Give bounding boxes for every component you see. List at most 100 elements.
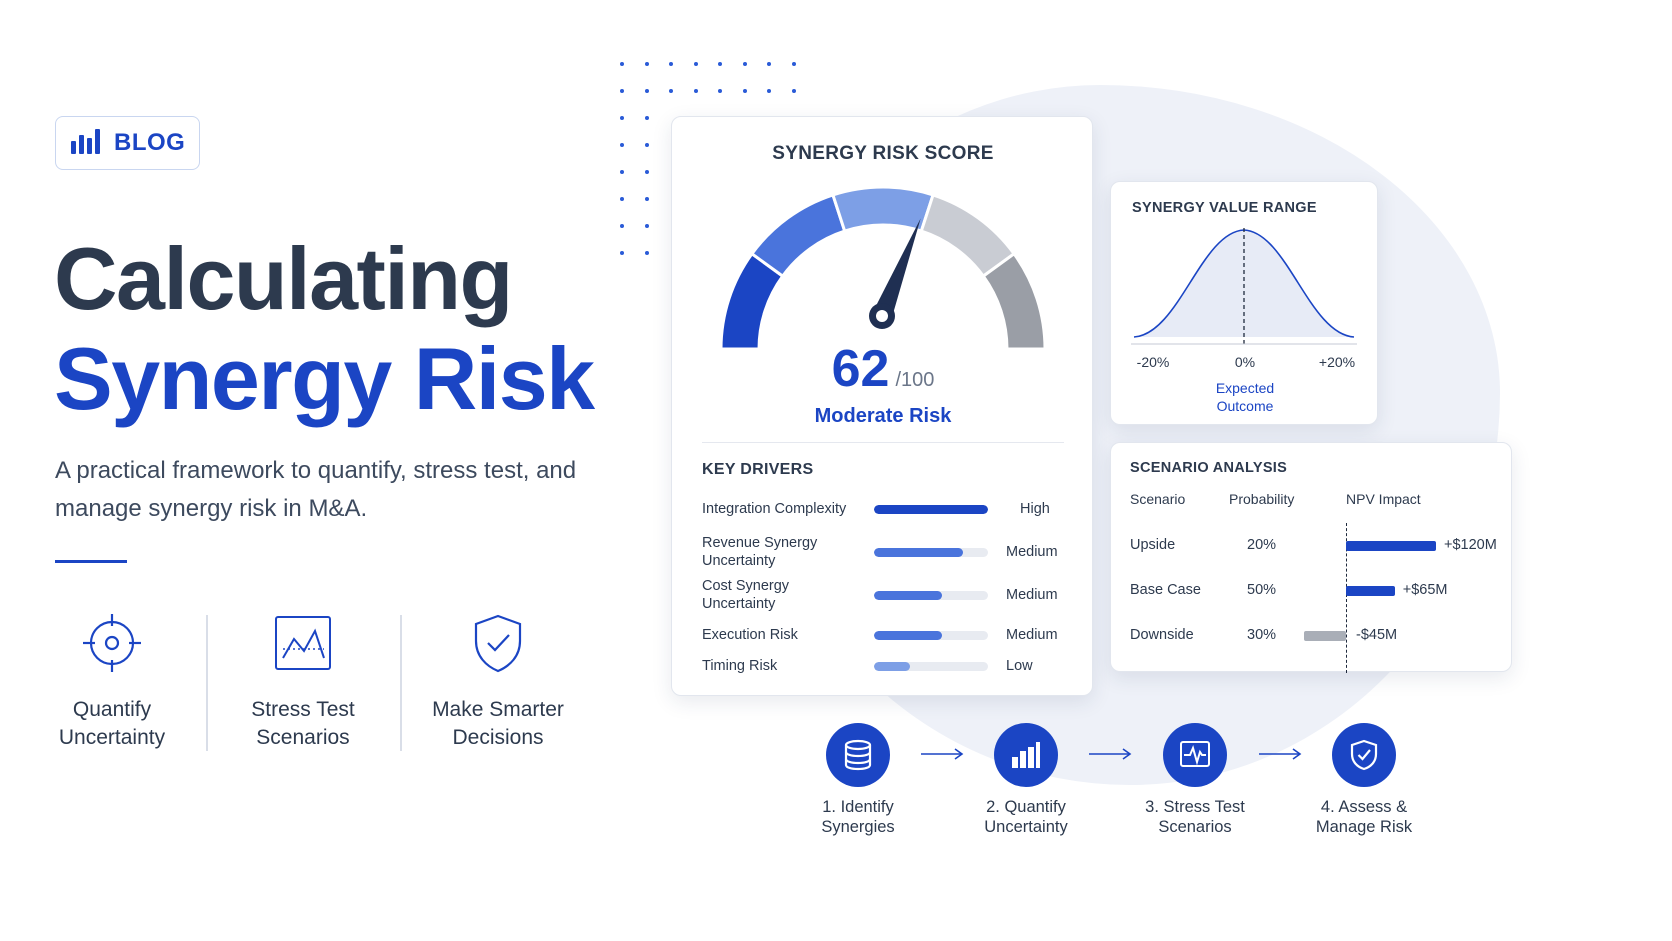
driver-row: Integration Complexity High xyxy=(702,491,1072,527)
decorative-dot xyxy=(620,89,624,93)
distribution-curve xyxy=(1131,228,1357,345)
arrow-right-icon xyxy=(921,748,964,760)
step-label: 3. Stress Test Scenarios xyxy=(1145,798,1245,836)
score-label: Moderate Risk xyxy=(814,405,952,427)
scenario-row: Base Case 50% +$65M xyxy=(1111,576,1513,606)
scenario-card-title: SCENARIO ANALYSIS xyxy=(1130,460,1288,476)
driver-name: Execution Risk xyxy=(702,627,798,643)
decorative-dot xyxy=(644,251,649,255)
scenario-probability: 20% xyxy=(1247,537,1277,553)
page-title-line1: Calculating xyxy=(54,229,513,328)
feature-label: Stress Test Scenarios xyxy=(251,698,355,749)
driver-name: Cost Synergy Uncertainty xyxy=(702,578,790,612)
pulse-monitor-icon xyxy=(1163,723,1227,787)
feature-quantify: Quantify Uncertainty xyxy=(17,612,207,752)
decorative-dot xyxy=(620,197,624,201)
range-card-title: SYNERGY VALUE RANGE xyxy=(1132,200,1317,216)
driver-name: Timing Risk xyxy=(702,658,778,674)
driver-row: Cost Synergy Uncertainty Medium xyxy=(702,577,1072,613)
value-range-card: SYNERGY VALUE RANGE -20% 0% +20% Expecte… xyxy=(1110,181,1378,425)
decorative-dot xyxy=(718,62,722,66)
npv-bar xyxy=(1346,541,1436,551)
driver-name: Revenue Synergy Uncertainty xyxy=(702,535,818,569)
driver-bar-fill xyxy=(874,547,963,557)
target-icon xyxy=(17,612,207,674)
decorative-dot xyxy=(693,89,698,93)
driver-row: Timing Risk Low xyxy=(702,648,1072,684)
feature-decisions: Make Smarter Decisions xyxy=(403,612,593,752)
driver-level: Medium xyxy=(1006,544,1058,560)
decorative-dot xyxy=(791,89,796,93)
scenario-row: Downside 30% -$45M xyxy=(1111,621,1513,651)
step-quantify: 2. Quantify Uncertainty xyxy=(946,723,1106,837)
decorative-dot xyxy=(620,170,624,174)
decorative-dot xyxy=(767,89,771,93)
risk-score-card: SYNERGY RISK SCORE 62/100 Moderate Risk … xyxy=(671,116,1093,696)
scenario-name: Base Case xyxy=(1130,582,1201,598)
decorative-dot xyxy=(620,224,624,228)
driver-level: High xyxy=(1020,501,1050,517)
feature-stress-test: Stress Test Scenarios xyxy=(208,612,398,752)
decorative-dot xyxy=(644,62,649,66)
step-label: 2. Quantify Uncertainty xyxy=(984,798,1068,836)
gauge-needle xyxy=(872,218,921,320)
npv-value: -$45M xyxy=(1356,627,1398,643)
decorative-dot xyxy=(742,62,747,66)
npv-zero-line xyxy=(1346,523,1347,673)
decorative-dot xyxy=(644,170,649,174)
bar-chart-icon xyxy=(994,723,1058,787)
decorative-dot xyxy=(620,116,624,120)
scenario-row: Upside 20% +$120M xyxy=(1111,531,1513,561)
decorative-dot xyxy=(669,89,673,93)
feature-label: Quantify Uncertainty xyxy=(58,698,166,749)
page-subtitle: A practical framework to quantify, stres… xyxy=(55,457,577,522)
decorative-dot xyxy=(644,224,649,228)
decorative-dot xyxy=(644,143,649,147)
database-icon xyxy=(826,723,890,787)
shield-check-icon xyxy=(403,612,593,674)
range-tick: +20% xyxy=(1318,354,1356,370)
gauge-segment xyxy=(749,193,847,279)
scenario-name: Upside xyxy=(1130,537,1176,553)
driver-bar-fill xyxy=(874,630,943,640)
range-tick: 0% xyxy=(1234,354,1256,370)
npv-value: +$120M xyxy=(1444,537,1497,553)
line-chart-icon xyxy=(208,612,398,674)
npv-bar xyxy=(1303,631,1346,641)
risk-gauge xyxy=(719,185,1047,351)
decorative-dot xyxy=(693,62,698,66)
step-label: 1. Identify Synergies xyxy=(821,798,895,836)
expected-outcome-label: Expected Outcome xyxy=(1215,380,1275,414)
page-title-line2: Synergy Risk xyxy=(54,329,595,428)
driver-bar-track xyxy=(874,661,988,671)
arrow-right-icon xyxy=(1259,748,1302,760)
scenario-probability: 50% xyxy=(1247,582,1277,598)
feature-divider xyxy=(206,615,208,751)
driver-bar-fill xyxy=(874,504,988,514)
column-header: Probability xyxy=(1229,491,1295,507)
blog-badge[interactable]: BLOG xyxy=(55,116,200,170)
risk-score: 62/100 xyxy=(672,339,1094,399)
key-drivers-title: KEY DRIVERS xyxy=(702,461,814,478)
decorative-dot-grid xyxy=(620,62,820,272)
driver-row: Execution Risk Medium xyxy=(702,617,1072,653)
scenario-probability: 30% xyxy=(1247,627,1277,643)
score-max: /100 xyxy=(895,369,935,391)
score-value: 62 xyxy=(831,340,890,398)
npv-bar xyxy=(1346,586,1395,596)
driver-bar-track xyxy=(874,504,988,514)
column-header: NPV Impact xyxy=(1346,491,1421,507)
decorative-dot xyxy=(767,62,771,66)
driver-level: Low xyxy=(1006,658,1033,674)
decorative-dot xyxy=(718,89,722,93)
range-tick: -20% xyxy=(1136,354,1170,370)
scenario-name: Downside xyxy=(1130,627,1194,643)
driver-name: Integration Complexity xyxy=(702,501,847,517)
decorative-dot xyxy=(791,62,796,66)
step-stress-test: 3. Stress Test Scenarios xyxy=(1115,723,1275,837)
decorative-dot xyxy=(644,116,649,120)
feature-divider xyxy=(400,615,402,751)
driver-row: Revenue Synergy Uncertainty Medium xyxy=(702,534,1072,570)
decorative-dot xyxy=(644,89,649,93)
step-label: 4. Assess & Manage Risk xyxy=(1315,798,1413,836)
